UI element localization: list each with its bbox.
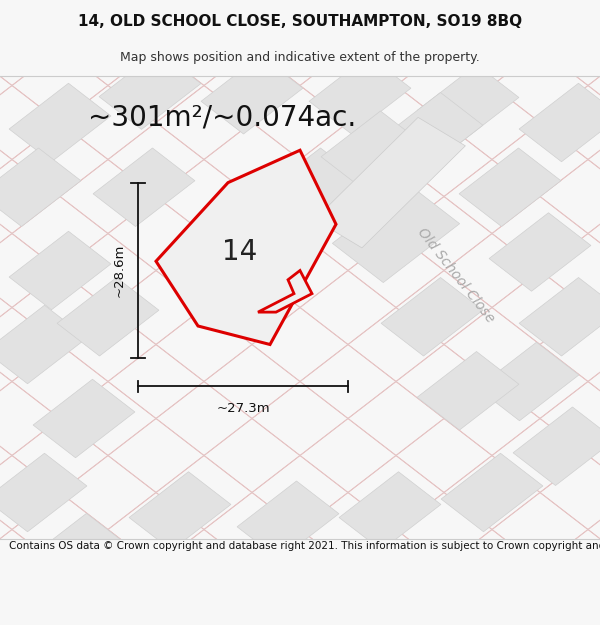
Polygon shape	[93, 148, 195, 226]
Text: Contains OS data © Crown copyright and database right 2021. This information is : Contains OS data © Crown copyright and d…	[9, 541, 600, 551]
Polygon shape	[0, 148, 81, 226]
Polygon shape	[129, 472, 231, 550]
Polygon shape	[237, 481, 339, 559]
Polygon shape	[459, 148, 561, 226]
Polygon shape	[9, 231, 111, 310]
Text: Map shows position and indicative extent of the property.: Map shows position and indicative extent…	[120, 51, 480, 64]
Polygon shape	[381, 278, 483, 356]
Text: 14, OLD SCHOOL CLOSE, SOUTHAMPTON, SO19 8BQ: 14, OLD SCHOOL CLOSE, SOUTHAMPTON, SO19 …	[78, 14, 522, 29]
Polygon shape	[417, 65, 519, 143]
Polygon shape	[519, 83, 600, 162]
Polygon shape	[9, 83, 111, 162]
Polygon shape	[519, 278, 600, 356]
Polygon shape	[57, 278, 159, 356]
Text: ~27.3m: ~27.3m	[216, 402, 270, 415]
Polygon shape	[156, 150, 336, 344]
Polygon shape	[513, 407, 600, 486]
Polygon shape	[0, 453, 87, 532]
Polygon shape	[99, 51, 201, 129]
Polygon shape	[258, 271, 312, 312]
Text: ~28.6m: ~28.6m	[113, 244, 126, 297]
Polygon shape	[332, 184, 460, 282]
Polygon shape	[441, 453, 543, 532]
Text: 14: 14	[223, 238, 257, 266]
Polygon shape	[321, 111, 423, 189]
Polygon shape	[27, 513, 129, 592]
Polygon shape	[314, 118, 466, 248]
Text: ~301m²/~0.074ac.: ~301m²/~0.074ac.	[88, 104, 356, 132]
Polygon shape	[309, 56, 411, 134]
Polygon shape	[477, 342, 579, 421]
Polygon shape	[0, 305, 87, 384]
Text: Old School Close: Old School Close	[415, 225, 497, 325]
Polygon shape	[381, 92, 483, 171]
Polygon shape	[201, 56, 303, 134]
Polygon shape	[417, 351, 519, 430]
Polygon shape	[339, 472, 441, 550]
Polygon shape	[261, 148, 363, 226]
Polygon shape	[489, 213, 591, 291]
Polygon shape	[33, 379, 135, 458]
